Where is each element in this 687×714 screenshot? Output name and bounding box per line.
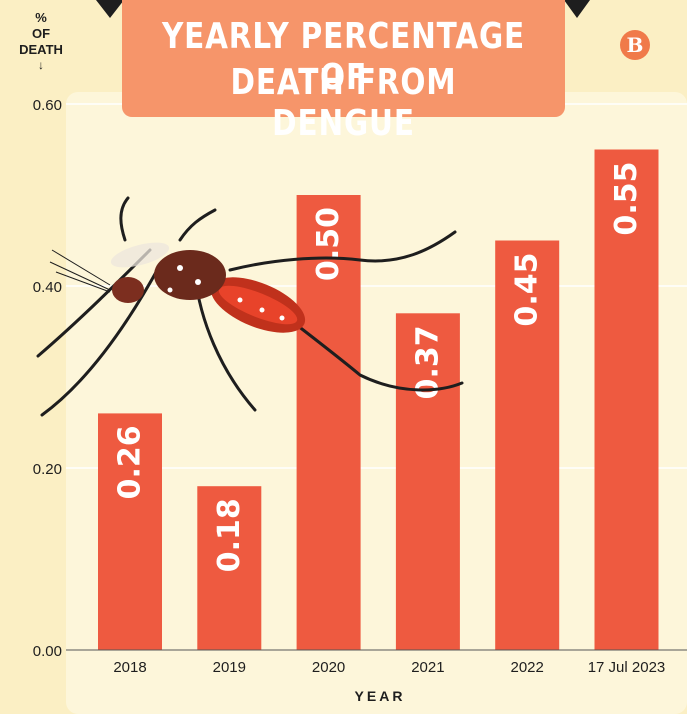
- x-tick-label: 2018: [113, 659, 146, 676]
- bar-value-label: 0.26: [113, 425, 148, 499]
- title-banner: YEARLY PERCENTAGE OF DEATH FROM DENGUE: [122, 0, 565, 144]
- x-tick-label: 2021: [411, 659, 444, 676]
- brand-logo-icon: B: [620, 30, 650, 60]
- y-axis-label: % OF DEATH ↓: [8, 10, 74, 72]
- y-axis-label-line-2: OF: [31, 26, 51, 41]
- y-tick-labels: 0.00 0.20 0.40 0.60: [33, 97, 62, 660]
- bar-value-label: 0.18: [212, 498, 247, 572]
- bar: [98, 413, 162, 650]
- mosquito-illustration: [36, 196, 464, 417]
- x-tick-labels: 2018 2019 2020 2021 2022 17 Jul 2023: [113, 659, 665, 676]
- y-tick-label: 0.00: [33, 643, 62, 660]
- chart-title-line-2: DEATH FROM DENGUE: [230, 62, 457, 144]
- bar-value-label: 0.55: [609, 162, 644, 236]
- bar: [197, 486, 262, 650]
- x-tick-label: 2019: [213, 659, 246, 676]
- bar-value-label: 0.37: [410, 325, 445, 399]
- bars: 0.26 0.18 0.50 0.37 0.45 0.55: [98, 149, 659, 650]
- bar-value-label: 0.50: [311, 207, 346, 281]
- y-tick-label: 0.40: [33, 279, 62, 296]
- y-tick-label: 0.60: [33, 97, 62, 114]
- y-axis-label-line-1: %: [35, 10, 47, 25]
- bar: [495, 240, 560, 650]
- bar: [594, 149, 659, 650]
- x-tick-label: 2020: [312, 659, 345, 676]
- bar: [296, 195, 361, 650]
- y-tick-label: 0.20: [33, 461, 62, 478]
- x-tick-label: 17 Jul 2023: [588, 659, 666, 676]
- down-arrow-icon: ↓: [38, 58, 44, 72]
- chart-title-line-1: YEARLY PERCENTAGE OF: [161, 16, 526, 98]
- x-tick-label: 2022: [511, 659, 544, 676]
- corner-triangle-right: [564, 0, 590, 18]
- x-axis-label: YEAR: [354, 688, 406, 704]
- corner-triangle-left: [96, 0, 124, 18]
- bar-value-label: 0.45: [510, 253, 545, 327]
- bar: [395, 313, 460, 650]
- y-axis-label-line-3: DEATH: [19, 42, 63, 57]
